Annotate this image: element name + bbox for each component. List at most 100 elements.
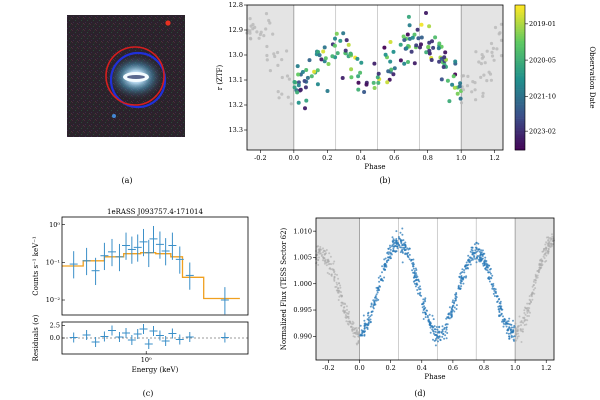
data-point — [459, 101, 464, 105]
data-point — [394, 250, 397, 253]
data-point — [334, 31, 339, 36]
data-point — [510, 328, 513, 331]
data-point — [435, 334, 438, 337]
data-point — [438, 325, 441, 328]
data-point — [477, 60, 481, 64]
blue-star — [112, 114, 116, 118]
data-point — [455, 308, 458, 310]
data-point — [516, 337, 519, 340]
x-axis-label: Phase — [424, 373, 445, 381]
data-point — [445, 326, 448, 329]
data-point — [445, 337, 448, 340]
colorbar-segment — [515, 31, 525, 35]
data-point — [346, 322, 349, 325]
colorbar-segment — [515, 34, 525, 37]
data-point — [473, 88, 477, 92]
colorbar-segment — [515, 137, 525, 141]
data-point — [380, 278, 383, 281]
data-point — [372, 61, 377, 66]
data-point — [528, 302, 530, 305]
data-point — [426, 309, 428, 312]
data-point — [391, 49, 396, 54]
colorbar-segment — [515, 140, 525, 144]
data-point — [412, 32, 417, 37]
data-point — [404, 245, 407, 248]
y-tick-label: 12.9 — [229, 26, 243, 34]
panel-d: -0.2 0.0 0.2 0.4 0.6 0.8 1.0 1.2 0.990 0.995 1.000… — [280, 217, 555, 381]
data-point — [387, 251, 390, 254]
data-point — [483, 260, 486, 263]
data-point — [479, 62, 483, 66]
data-point — [248, 36, 252, 40]
data-point — [402, 246, 405, 249]
colorbar-segment — [515, 48, 525, 52]
y-tick-label: 10⁰ — [49, 221, 60, 229]
data-point — [473, 251, 476, 254]
data-point — [419, 288, 422, 291]
data-point — [481, 55, 485, 59]
colorbar-segment — [515, 116, 525, 119]
colorbar-frame — [514, 4, 526, 151]
data-point — [523, 309, 526, 312]
data-point — [442, 332, 445, 335]
data-point — [369, 320, 372, 323]
data-point — [437, 59, 442, 64]
data-point — [367, 311, 370, 314]
data-point — [340, 76, 345, 80]
colorbar-segment — [515, 38, 525, 42]
data-point — [547, 239, 549, 242]
data-point — [463, 275, 466, 278]
x-tick-label: 0.8 — [479, 364, 489, 372]
data-point — [376, 71, 381, 76]
data-point — [422, 318, 425, 320]
data-point — [523, 312, 526, 314]
data-point — [549, 242, 552, 245]
colorbar-segment — [515, 5, 525, 8]
data-point — [517, 332, 520, 335]
data-point — [441, 325, 444, 328]
x-tick-label: 1.0 — [510, 364, 520, 372]
data-point — [343, 48, 348, 53]
data-point — [551, 243, 554, 246]
data-point — [419, 42, 423, 47]
data-point — [363, 319, 366, 322]
data-point — [429, 331, 432, 334]
data-point — [500, 308, 503, 311]
data-point — [527, 309, 530, 312]
data-point — [492, 292, 495, 295]
data-point — [536, 270, 539, 272]
data-point — [315, 82, 320, 87]
data-point — [333, 270, 336, 273]
data-point — [407, 23, 412, 28]
data-point — [473, 243, 476, 246]
data-point — [499, 54, 504, 58]
colorbar-segment — [515, 75, 525, 78]
data-point — [433, 325, 436, 328]
data-point — [433, 35, 438, 40]
data-point — [377, 276, 380, 279]
data-point — [346, 308, 348, 311]
colorbar-segment — [515, 14, 525, 18]
data-point — [454, 293, 457, 296]
data-point — [517, 329, 520, 332]
colorbar-segment — [515, 65, 525, 69]
data-point — [518, 315, 521, 318]
chart-title: 1eRASS J093757.4-171014 — [107, 208, 203, 216]
data-point — [408, 258, 411, 261]
data-point — [429, 58, 434, 62]
data-point — [512, 338, 515, 341]
data-point — [432, 338, 434, 341]
data-point — [545, 247, 548, 249]
data-point — [482, 73, 486, 77]
data-point — [508, 335, 511, 338]
data-point — [419, 285, 421, 288]
data-point — [426, 316, 429, 319]
data-point — [378, 285, 381, 288]
data-point — [534, 281, 537, 284]
data-point — [346, 316, 349, 319]
data-point — [449, 313, 452, 316]
data-point — [416, 36, 421, 41]
data-point — [345, 305, 348, 308]
colorbar-segment — [515, 58, 525, 61]
data-point — [468, 261, 471, 264]
